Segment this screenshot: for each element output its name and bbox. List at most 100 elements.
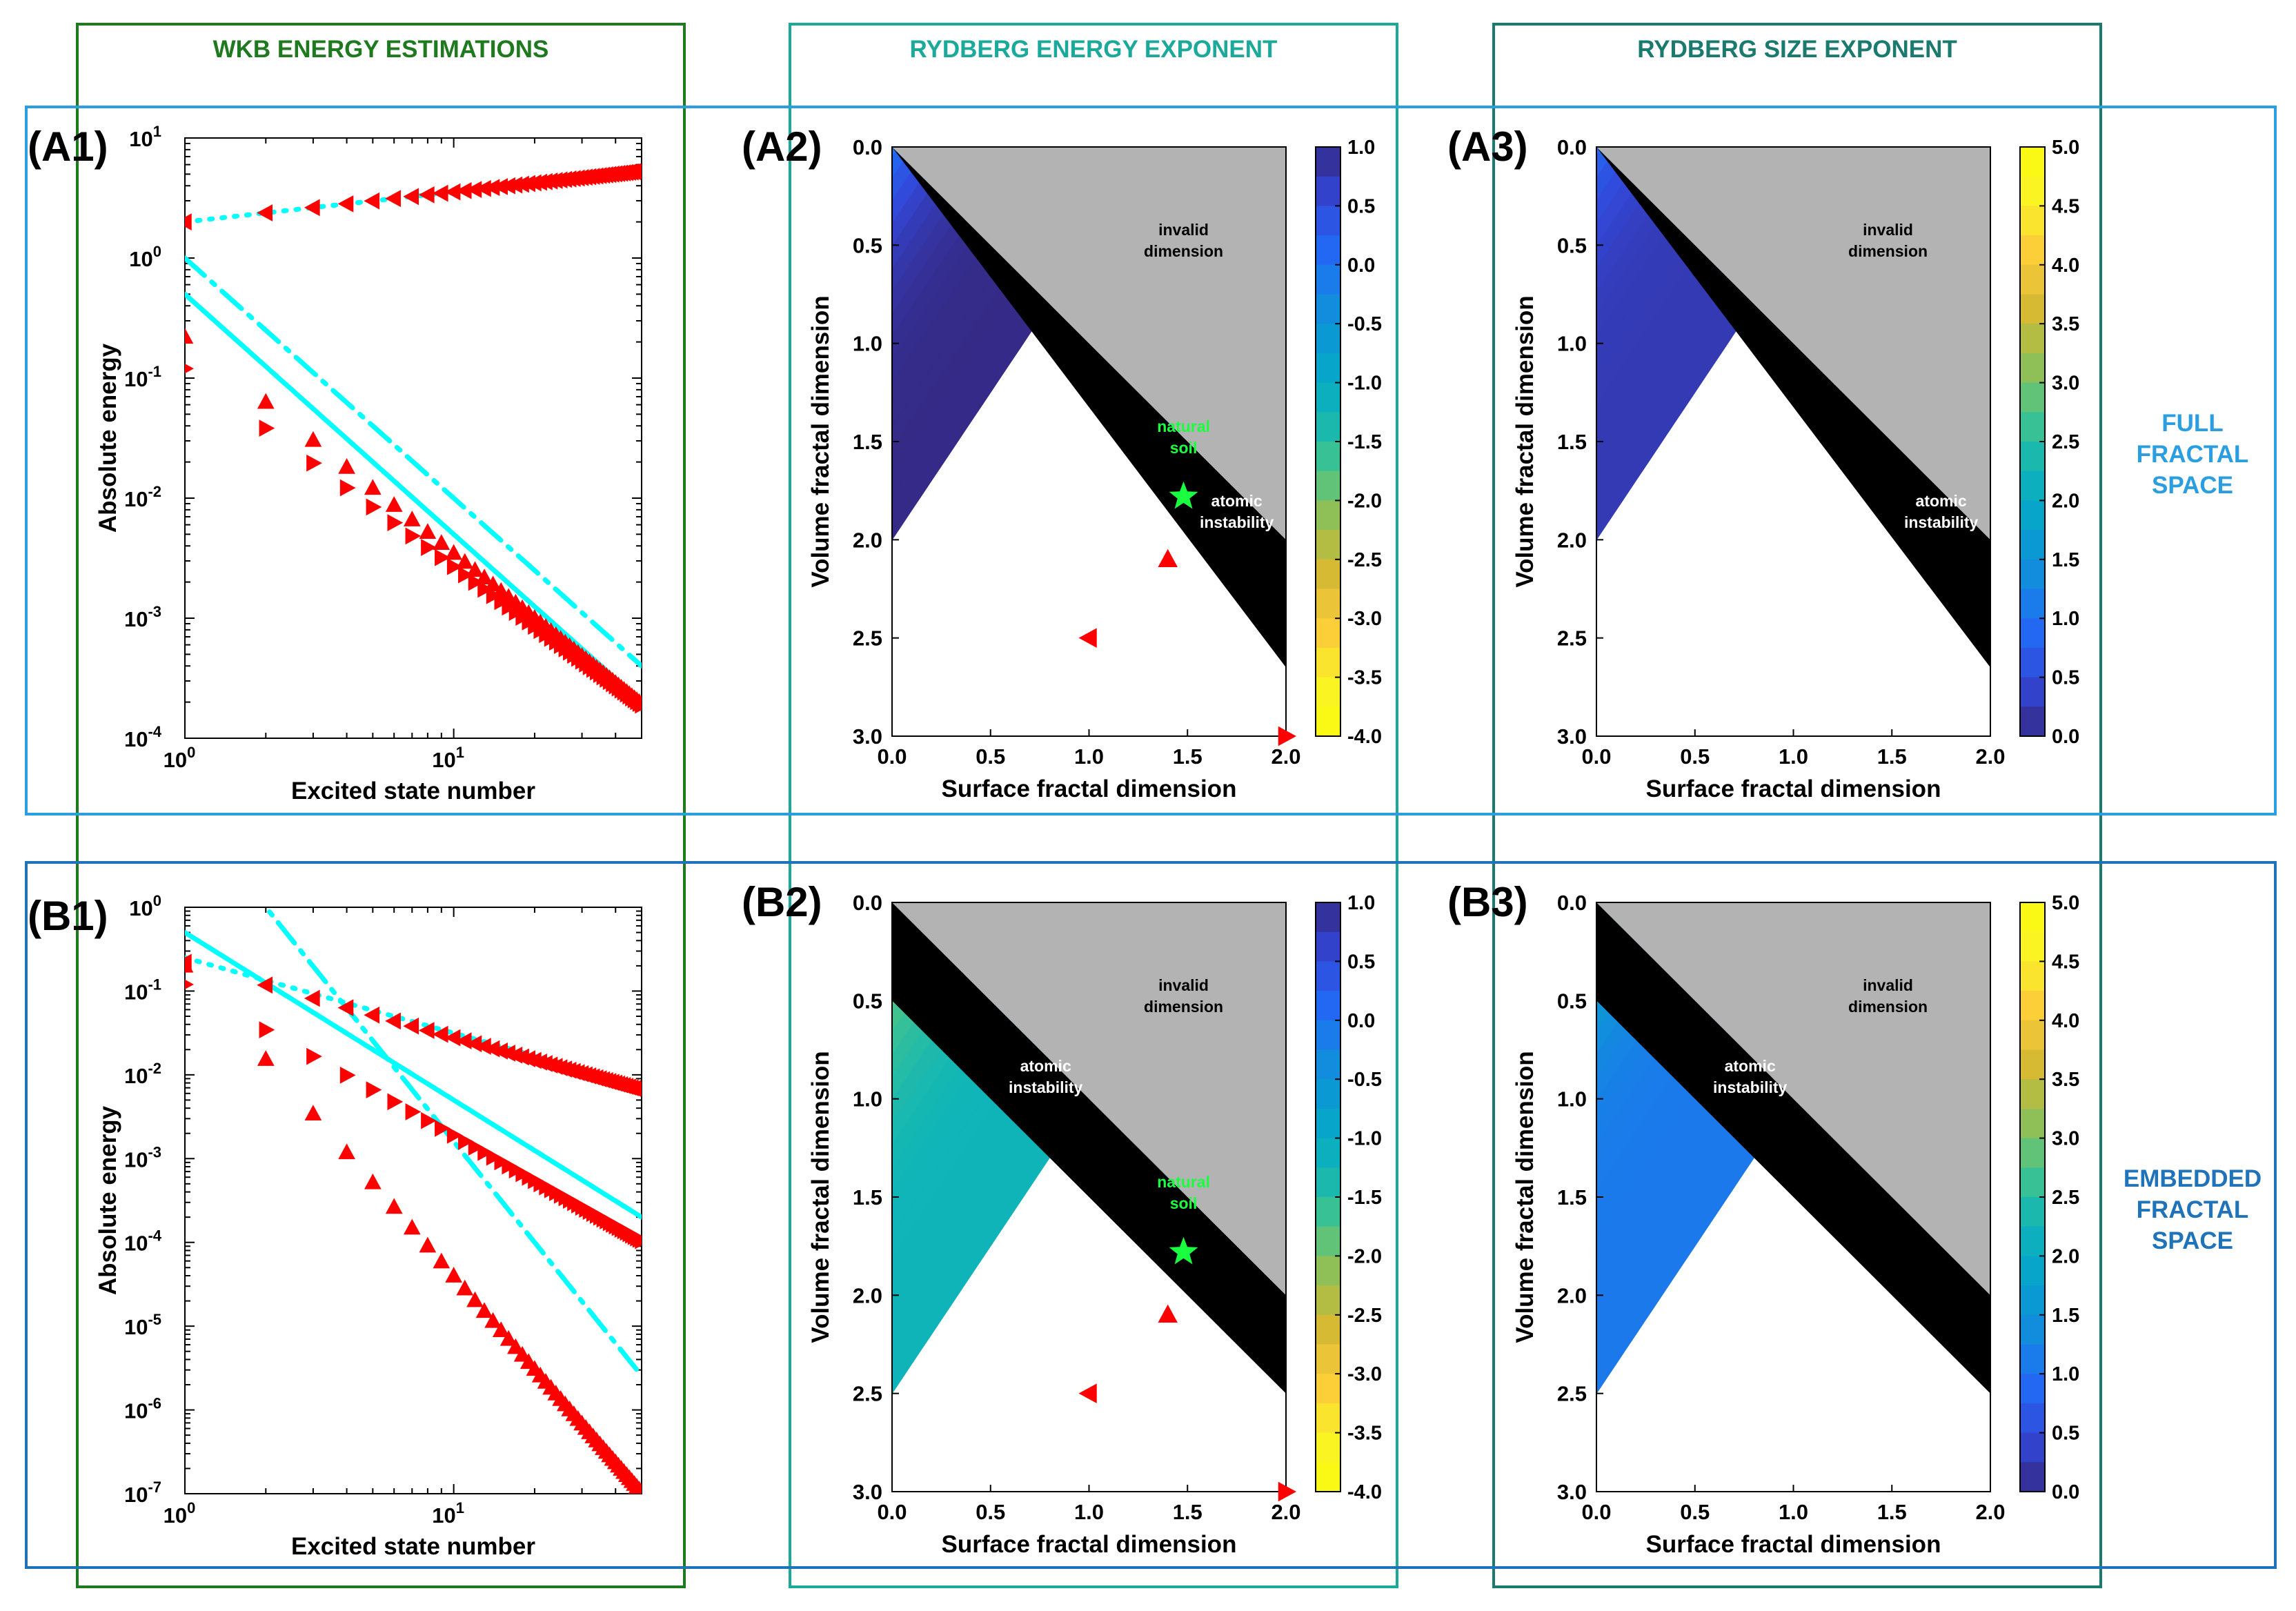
colorbar-swatch: [2020, 961, 2045, 991]
colorbar-swatch: [1316, 1432, 1340, 1463]
invalid-dimension-region: [1596, 147, 1990, 540]
y-tick-label: 3.0: [853, 724, 882, 749]
data-point-tri-right: [339, 1067, 356, 1084]
panel-label: (A2): [742, 123, 822, 170]
x-tick-exponent: 1: [456, 1499, 464, 1516]
data-point-tri-left: [492, 178, 508, 195]
colorbar-swatch: [1316, 1167, 1340, 1198]
colorbar-swatch: [1316, 1256, 1340, 1286]
y-tick-exponent: -6: [148, 1395, 161, 1412]
fit-line-solid: [185, 291, 642, 705]
data-point-tri-right: [387, 514, 404, 531]
colorbar-swatch: [2020, 1344, 2045, 1374]
row-label-full-line: FULL: [2161, 410, 2223, 437]
colorbar-tick-label: 5.0: [2052, 137, 2079, 159]
colorbar-swatch: [2020, 1049, 2045, 1080]
colorbar-tick-label: 0.5: [1347, 951, 1375, 973]
data-point-tri-up: [304, 431, 322, 447]
colorbar-swatch: [2020, 1432, 2045, 1463]
y-axis-label: Absolute energy: [95, 1105, 121, 1295]
data-point-tri-right: [635, 696, 642, 714]
data-layer: [185, 163, 642, 714]
colorbar-tick-label: 3.5: [2052, 1069, 2079, 1091]
y-tick-label: 1.5: [1557, 1185, 1587, 1209]
colorbar-swatch: [1316, 1374, 1340, 1404]
data-point-tri-right: [1278, 726, 1296, 747]
annotation-unstable: atomic instability: [1200, 492, 1274, 531]
y-axis-label: Volume fractal dimension: [807, 1051, 834, 1343]
annotation-unstable-line: instability: [1009, 1078, 1083, 1096]
data-point-tri-up: [445, 1267, 462, 1283]
y-tick-label: 100: [129, 243, 161, 271]
embedded-fractal-row-box: [25, 861, 2277, 1569]
colorbar-swatch: [1316, 1226, 1340, 1256]
data-point-tri-right: [366, 1081, 382, 1098]
data-point-tri-left: [432, 1025, 448, 1043]
x-tick-label: 0.0: [877, 744, 907, 769]
fit-line-dashdot: [185, 255, 642, 669]
data-point-tri-up: [1158, 1304, 1178, 1323]
x-tick-label: 101: [432, 744, 464, 772]
colorbar-swatch: [1316, 1462, 1340, 1492]
colorbar-swatch: [1316, 1314, 1340, 1345]
data-point-tri-left: [466, 181, 482, 199]
data-point-tri-up: [257, 1050, 275, 1066]
y-tick-label: 2.5: [853, 626, 882, 651]
x-tick-label: 100: [164, 744, 196, 772]
colorbar-tick-label: 2.0: [2052, 1245, 2079, 1267]
colorbar-swatch: [1316, 902, 1340, 933]
y-tick-label: 10-4: [124, 723, 162, 751]
colorbar-tick-label: 1.0: [2052, 1363, 2079, 1385]
column-header-size: RYDBERG SIZE EXPONENT: [1637, 36, 1957, 63]
colorbar-swatch: [1316, 530, 1340, 560]
y-tick-label: 2.5: [1557, 626, 1587, 651]
data-point-tri-left: [403, 188, 419, 206]
data-point-tri-left: [304, 989, 320, 1007]
colorbar-swatch: [1316, 353, 1340, 384]
annotation-invalid-line: dimension: [1848, 998, 1928, 1016]
data-point-tri-left: [403, 1017, 419, 1035]
atomic-instability-region: [1596, 902, 1990, 1394]
colorbar-tick-label: -1.5: [1347, 431, 1382, 453]
data-point-tri-up: [1158, 548, 1178, 568]
colorbar-swatch: [1316, 235, 1340, 266]
y-axis-label: Absolute energy: [95, 343, 121, 533]
colorbar-swatch: [2020, 235, 2045, 266]
heatmap-layer: [891, 146, 1286, 668]
y-tick-label: 0.0: [853, 135, 882, 159]
annotation-invalid-line: invalid: [1158, 976, 1209, 994]
panel-label: (A3): [1447, 123, 1528, 170]
colorbar-tick-label: 0.0: [1347, 255, 1375, 277]
colorbar-tick-label: -4.0: [1347, 726, 1382, 748]
colorbar-swatch: [2020, 902, 2045, 933]
data-point-tri-right: [486, 1148, 502, 1166]
data-point-tri-left: [385, 1012, 401, 1030]
atomic-instability-region: [892, 902, 1286, 1394]
annotation-soil: natural soil: [1157, 1173, 1210, 1212]
annotation-soil-line: natural: [1157, 1173, 1210, 1191]
y-tick-label: 10-7: [124, 1479, 161, 1507]
y-tick-label: 2.0: [853, 528, 882, 552]
data-point-tri-right: [185, 979, 194, 989]
heatmap-layer: [1596, 146, 1990, 668]
colorbar-swatch: [2020, 647, 2045, 678]
colorbar-swatch: [2020, 147, 2045, 177]
data-point-tri-up: [484, 1312, 502, 1328]
y-tick-label: 1.5: [853, 1185, 882, 1209]
colorbar-swatch: [1316, 382, 1340, 413]
colorbar-swatch: [2020, 1374, 2045, 1404]
colorbar-swatch: [2020, 1403, 2045, 1434]
data-point-tri-up: [364, 479, 382, 495]
data-point-tri-up: [385, 1198, 403, 1214]
colorbar-swatch: [2020, 706, 2045, 737]
colorbar-swatch: [1316, 931, 1340, 962]
colorbar-swatch: [1316, 706, 1340, 737]
data-point-tri-up: [456, 553, 474, 569]
data-point-tri-left: [455, 1032, 472, 1050]
panel-label: (B2): [742, 879, 822, 925]
colorbar-swatch: [1316, 589, 1340, 619]
row-label-full: FULL FRACTAL SPACE: [2137, 410, 2249, 499]
colorbar-tick-label: -0.5: [1347, 1069, 1382, 1091]
